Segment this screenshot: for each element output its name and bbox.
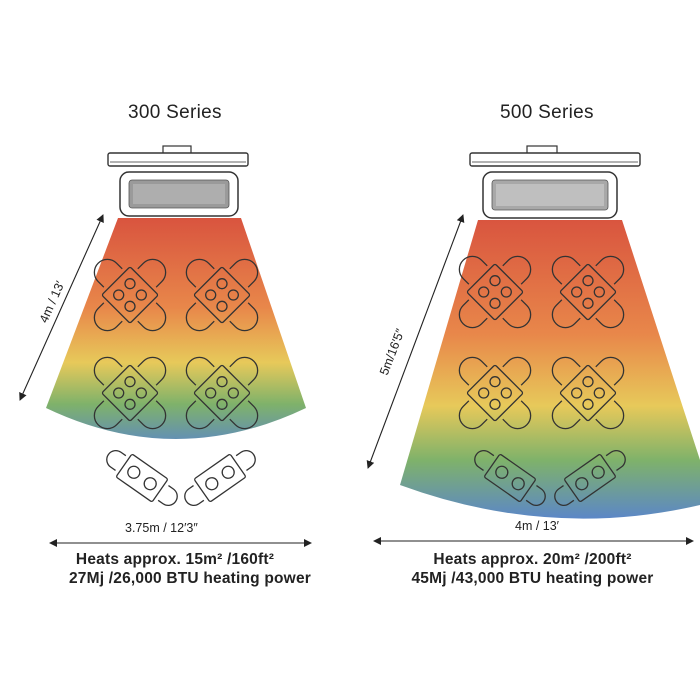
table-set (185, 258, 259, 332)
table-set (551, 356, 625, 430)
series-500-height-arrow (366, 214, 465, 469)
series-300-area-spec: Heats approx. 15m² /160ft² (75, 551, 275, 568)
table-pair (106, 450, 178, 506)
series-300-seating (93, 258, 259, 506)
series-300-title: 300 Series (128, 102, 222, 123)
series-300-height-arrow (19, 214, 104, 401)
series-500-heat-zone (400, 220, 700, 519)
series-500-heater (469, 145, 641, 219)
table-pair (184, 450, 256, 506)
series-500-title: 500 Series (500, 102, 594, 123)
series-300-width-label: 3.75m / 12′3″ (125, 521, 198, 535)
series-300-power-spec: 27Mj /26,000 BTU heating power (68, 570, 311, 587)
series-500-power-spec: 45Mj /43,000 BTU heating power (411, 570, 654, 587)
series-500-width-label: 4m / 13′ (515, 519, 560, 533)
series-300-heater (107, 145, 249, 217)
table-set (551, 255, 625, 329)
series-500-area-spec: Heats approx. 20m² /200ft² (433, 551, 632, 568)
table-pair (474, 450, 546, 506)
table-pair (554, 450, 626, 506)
series-300-heat-zone (46, 218, 306, 439)
table-set (185, 356, 259, 430)
